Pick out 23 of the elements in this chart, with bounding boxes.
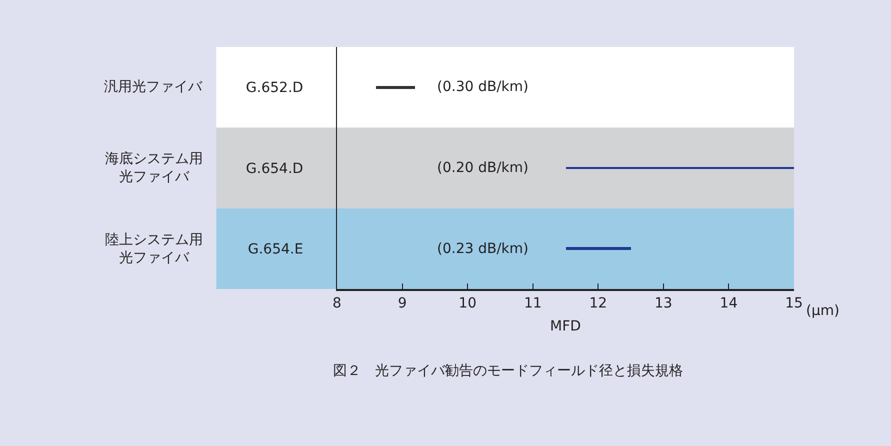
x-tick-label: 13 [654,296,672,312]
y-tick-label: G.652.D [246,80,304,96]
x-tick-label: 15 [785,296,803,312]
text: 図２ 光ファイバ勧告のモードフィールド径と損失規格 [333,363,683,379]
x-tick-label: 11 [524,296,542,312]
annotation: (0.30 dB/km) [437,79,528,95]
text: (μm) [806,303,840,319]
y2-tick-label: 陸上システム用光ファイバ [105,232,203,266]
x-tick-label: 8 [332,296,342,312]
annotation: (0.23 dB/km) [437,241,528,257]
y-tick-label: G.654.E [248,242,304,258]
bar [566,247,631,250]
x-tick-label: 10 [458,296,476,312]
y2-tick-label: 海底システム用光ファイバ [105,151,203,186]
x-tick-label: 12 [589,296,608,312]
x-tick-label: 14 [720,296,738,312]
y-tick-label: G.654.D [246,160,304,177]
bar [376,86,415,89]
y2-tick-label: 汎用光ファイバ [104,79,203,95]
x-tick-label: 9 [398,296,407,312]
annotation: (0.20 dB/km) [437,160,528,176]
x-axis-title: MFD [550,318,581,334]
bar [566,167,794,169]
